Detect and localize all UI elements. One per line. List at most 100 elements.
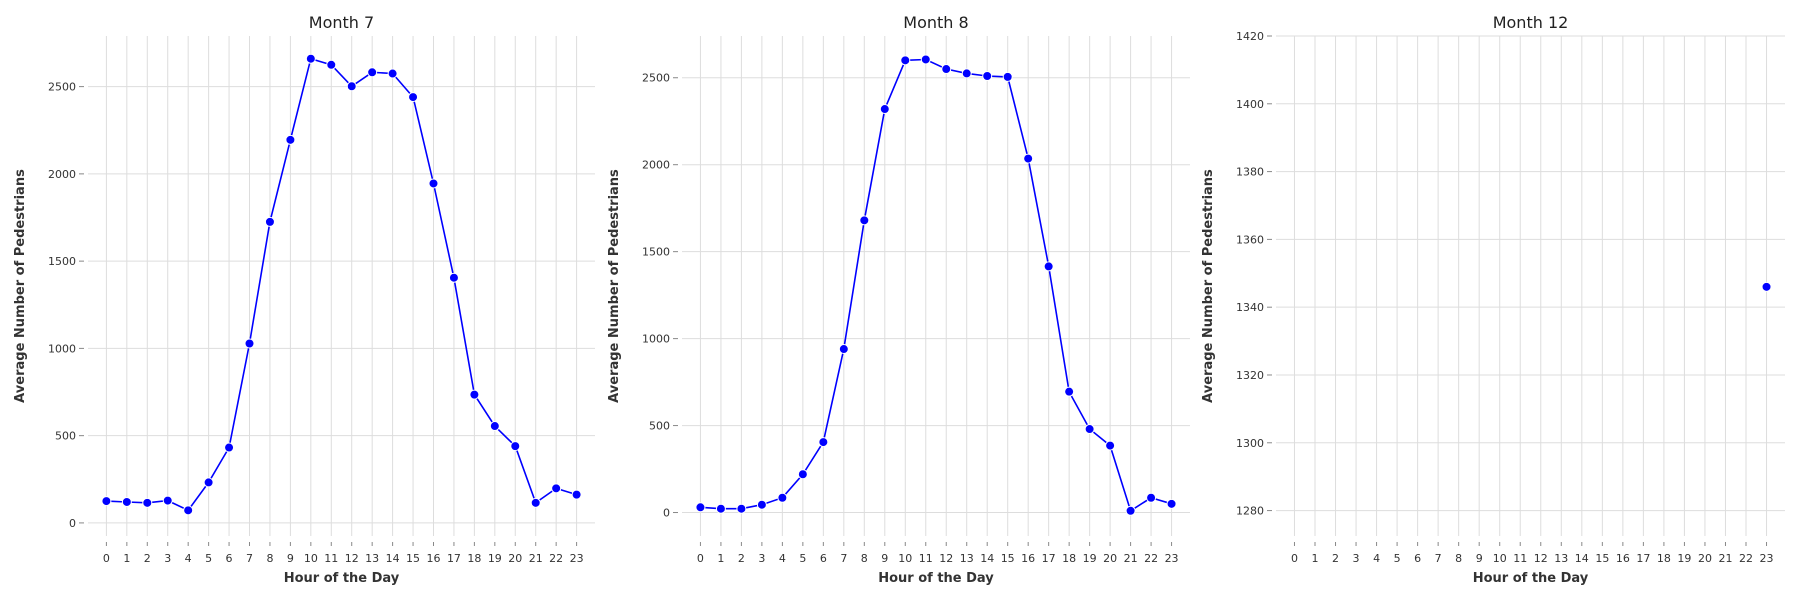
x-tick-label: 4 xyxy=(185,552,192,565)
data-point xyxy=(1084,424,1095,435)
x-tick-label: 0 xyxy=(1291,552,1298,565)
x-tick-label: 15 xyxy=(1595,552,1609,565)
x-tick-label: 9 xyxy=(881,552,888,565)
y-tick-label: 2500 xyxy=(48,81,76,94)
y-tick-label: 1280 xyxy=(1236,505,1264,518)
month-12-panel: Month 12 Hour of the Day Average Number … xyxy=(1201,13,1785,586)
x-tick-label: 11 xyxy=(1513,552,1527,565)
x-tick-label: 3 xyxy=(758,552,765,565)
x-tick-label: 9 xyxy=(1476,552,1483,565)
x-tick-label: 7 xyxy=(840,552,847,565)
y-tick-label: 1320 xyxy=(1236,369,1264,382)
y-axis-label: Average Number of Pedestrians xyxy=(13,169,28,403)
y-tick-label: 1360 xyxy=(1236,233,1264,246)
x-tick-label: 1 xyxy=(717,552,724,565)
data-point xyxy=(428,178,439,189)
x-tick-label: 5 xyxy=(1394,552,1401,565)
data-point xyxy=(982,71,993,81)
data-point xyxy=(121,496,132,507)
x-tick-label: 23 xyxy=(1165,552,1179,565)
x-tick-label: 9 xyxy=(287,552,294,565)
month-8-panel: Month 8 Hour of the Day Average Number o… xyxy=(607,13,1190,586)
x-tick-label: 2 xyxy=(1332,552,1339,565)
month-7-panel: Month 7 Hour of the Day Average Number o… xyxy=(13,13,595,586)
x-tick-label: 2 xyxy=(144,552,151,565)
data-point xyxy=(777,492,788,503)
data-point xyxy=(879,104,890,115)
data-point xyxy=(1023,153,1034,164)
x-tick-label: 21 xyxy=(1718,552,1732,565)
x-tick-label: 1 xyxy=(1311,552,1318,565)
data-point xyxy=(326,59,337,70)
x-tick-label: 19 xyxy=(488,552,502,565)
y-tick-label: 2000 xyxy=(642,159,670,172)
data-point xyxy=(818,437,829,448)
x-axis-label: Hour of the Day xyxy=(1473,571,1589,586)
x-tick-label: 16 xyxy=(1021,552,1035,565)
x-tick-label: 2 xyxy=(738,552,745,565)
x-tick-label: 16 xyxy=(426,552,440,565)
y-tick-label: 1000 xyxy=(642,333,670,346)
data-point xyxy=(183,505,194,516)
data-point xyxy=(1002,71,1013,82)
x-axis-label: Hour of the Day xyxy=(878,571,994,586)
x-tick-label: 18 xyxy=(1657,552,1671,565)
series-line xyxy=(106,57,577,512)
x-tick-label: 14 xyxy=(980,552,994,565)
x-tick-label: 0 xyxy=(697,552,704,565)
data-point xyxy=(264,216,275,227)
data-point xyxy=(920,54,931,65)
data-point xyxy=(510,441,521,452)
y-tick-label: 1300 xyxy=(1236,437,1264,450)
data-point xyxy=(142,497,153,508)
y-tick-label: 500 xyxy=(649,420,670,433)
data-point xyxy=(101,496,112,507)
x-tick-label: 7 xyxy=(1435,552,1442,565)
x-tick-label: 4 xyxy=(779,552,786,565)
data-point xyxy=(1043,261,1054,272)
x-tick-label: 12 xyxy=(345,552,359,565)
x-tick-label: 11 xyxy=(919,552,933,565)
series-line xyxy=(700,58,1172,513)
x-tick-label: 3 xyxy=(164,552,171,565)
grid xyxy=(1276,35,1785,536)
x-tick-label: 23 xyxy=(570,552,584,565)
x-tick-label: 21 xyxy=(529,552,543,565)
x-tick-label: 18 xyxy=(467,552,481,565)
y-tick-label: 2500 xyxy=(642,72,670,85)
y-tick-label: 0 xyxy=(663,507,670,520)
data-point xyxy=(571,489,582,500)
x-tick-label: 22 xyxy=(549,552,563,565)
x-tick-label: 1 xyxy=(123,552,130,565)
data-point xyxy=(736,503,747,514)
data-point xyxy=(1761,281,1772,292)
data-point xyxy=(1125,505,1136,516)
x-tick-label: 5 xyxy=(205,552,212,565)
data-point xyxy=(224,442,235,453)
x-tick-label: 8 xyxy=(1455,552,1462,565)
data-point xyxy=(162,495,173,506)
x-tick-label: 19 xyxy=(1083,552,1097,565)
data-point xyxy=(448,272,459,283)
y-tick-label: 0 xyxy=(69,517,76,530)
x-tick-label: 4 xyxy=(1373,552,1380,565)
data-point xyxy=(530,497,541,508)
x-tick-label: 13 xyxy=(365,552,379,565)
x-axis-label: Hour of the Day xyxy=(284,571,400,586)
x-tick-label: 20 xyxy=(1698,552,1712,565)
data-point xyxy=(551,483,562,494)
data-point xyxy=(941,64,952,75)
x-tick-label: 19 xyxy=(1677,552,1691,565)
grid xyxy=(682,36,1190,536)
data-point xyxy=(408,92,419,103)
x-tick-label: 0 xyxy=(103,552,110,565)
x-tick-label: 10 xyxy=(898,552,912,565)
data-point xyxy=(244,338,255,349)
data-point xyxy=(961,68,972,79)
y-tick-label: 1500 xyxy=(642,246,670,259)
x-tick-label: 5 xyxy=(799,552,806,565)
data-point xyxy=(756,499,767,510)
x-tick-label: 8 xyxy=(266,552,273,565)
x-tick-label: 17 xyxy=(1042,552,1056,565)
